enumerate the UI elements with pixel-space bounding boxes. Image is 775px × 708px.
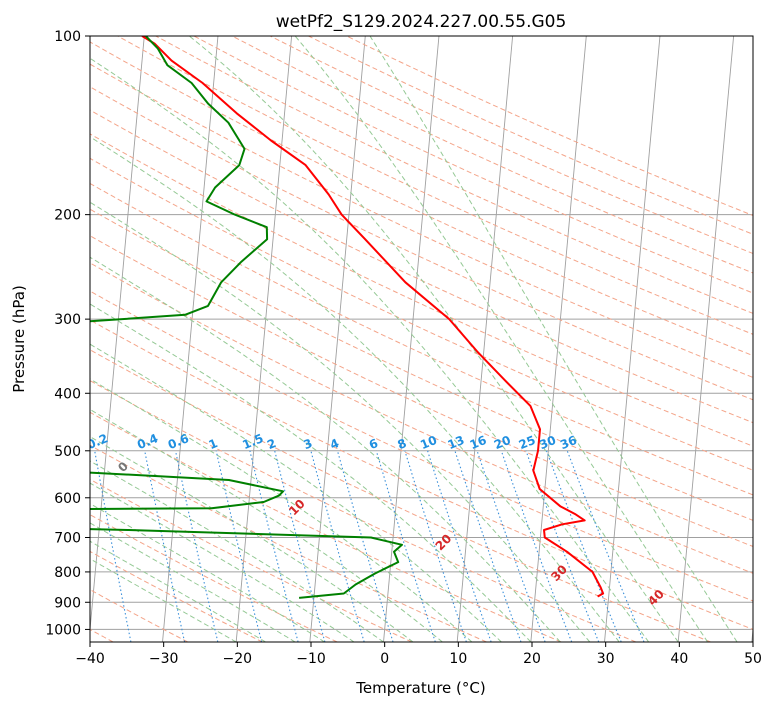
x-tick-label: 0: [380, 651, 389, 667]
mixing-ratio-line: [427, 450, 492, 642]
moist-adiabat-line: [90, 201, 591, 642]
y-tick-label: 900: [54, 595, 81, 611]
y-tick-label: 200: [54, 208, 81, 224]
axis-ticks: −40 −30 −20 −10 0 10 20 30 40 50 100 200 300 400 500 60…: [45, 29, 762, 667]
moist-adiabat-line: [90, 522, 296, 642]
dry-adiabat-line: [90, 235, 753, 548]
dry-adiabat-line: [90, 411, 562, 642]
isotherm-line: [235, 36, 293, 642]
y-tick-label: 800: [54, 565, 81, 581]
mixing-ratio-line: [476, 450, 546, 642]
chart-title: wetPf2_S129.2024.227.00.55.G05: [276, 12, 567, 32]
dry-adiabat-line: [117, 36, 753, 335]
x-tick-label: −40: [75, 651, 105, 667]
mixing-ratio-line: [144, 450, 186, 642]
dry-adiabat-line: [90, 349, 711, 642]
mixing-ratio-line: [310, 450, 365, 642]
mixing-ratio-line: [94, 450, 132, 642]
mixing-ratio-label: 20: [492, 433, 513, 452]
dewpoint-profile: [90, 36, 403, 599]
dry-adiabat-line: [90, 63, 753, 379]
mixing-ratio-line: [174, 450, 219, 642]
x-tick-label: −10: [296, 651, 326, 667]
y-tick-label: 500: [54, 444, 81, 460]
mixing-ratio-line: [545, 450, 622, 642]
mixing-ratio-line: [525, 450, 600, 642]
moist-adiabat-line: [90, 408, 443, 642]
moist-adiabat-line: [90, 378, 473, 642]
moist-adiabat-line: [90, 435, 414, 642]
mixing-ratio-label: 36: [558, 433, 579, 452]
y-tick-label: 400: [54, 386, 81, 402]
dry-adiabat-line: [90, 589, 188, 642]
moist-adiabat-line: [90, 460, 384, 642]
mixing-ratio-line: [274, 450, 326, 642]
temperature-profile: [141, 36, 605, 598]
isotherm-line: [162, 36, 219, 642]
dry-adiabat-line: [90, 550, 263, 642]
moist-adiabat-line: [294, 36, 709, 642]
plot-frame: [89, 35, 754, 643]
isotherm-line: [309, 36, 366, 642]
isotherm-line: [90, 36, 145, 635]
y-tick-label: 700: [54, 531, 81, 547]
dry-adiabat-line: [90, 262, 753, 574]
sounding-profiles: [90, 36, 605, 599]
mixing-ratio-line: [375, 450, 436, 642]
moist-adiabat-line: [90, 256, 561, 642]
moist-adiabat-line: [90, 482, 355, 642]
moist-adiabat-line: [90, 503, 325, 642]
y-tick-label: 100: [54, 29, 81, 45]
mixing-ratio-line: [566, 450, 645, 642]
dry-adiabat-line: [90, 41, 753, 357]
moist-adiabat-line: [90, 136, 620, 642]
moist-adiabats: [90, 36, 738, 642]
x-tick-label: 10: [449, 651, 467, 667]
isotherm-line: [383, 36, 440, 642]
moist-adiabat-line: [90, 540, 266, 642]
y-tick-label: 1000: [45, 622, 81, 638]
x-tick-label: −20: [223, 651, 253, 667]
y-axis-label: Pressure (hPa): [10, 285, 28, 393]
mixing-ratio-line: [404, 450, 467, 642]
x-tick-label: 40: [670, 651, 688, 667]
x-tick-label: 50: [744, 651, 762, 667]
mixing-ratio-line: [336, 450, 394, 642]
moist-adiabat-line: [90, 343, 502, 642]
dry-adiabat-line: [90, 86, 753, 401]
moist-adiabat-line: [188, 36, 679, 642]
y-tick-label: 300: [54, 312, 81, 328]
dry-adiabat-line: [90, 380, 637, 642]
y-tick-label: 600: [54, 491, 81, 507]
mixing-ratio-line: [215, 450, 263, 642]
mixing-ratio-line: [500, 450, 573, 642]
pressure-gridlines: [90, 36, 753, 630]
isotherm-line: [677, 36, 735, 642]
dry-adiabat-line: [90, 133, 753, 447]
mixing-ratio-label: 25: [517, 433, 538, 452]
mixing-ratio-line: [454, 450, 522, 642]
isotherms: [90, 36, 753, 642]
mixing-ratio-label: 30: [537, 433, 558, 452]
mixing-ratio-line: [249, 450, 299, 642]
plot-area: 0.10.20.40.611.52346810131620253036-100-…: [90, 36, 753, 642]
moist-adiabat-line: [369, 36, 738, 642]
dry-adiabat-line: [90, 290, 753, 602]
isotherm-line: [604, 36, 661, 642]
x-axis-label: Temperature (°C): [355, 679, 485, 697]
x-tick-label: 20: [523, 651, 541, 667]
x-tick-label: 30: [597, 651, 615, 667]
dry-adiabat-line: [90, 444, 487, 642]
mixing-ratio-label: 16: [468, 433, 489, 452]
moist-adiabat-line: [90, 57, 650, 642]
moist-adiabat-line: [90, 303, 532, 642]
isotherm-line: [530, 36, 587, 642]
mixing-ratio-label: 10: [418, 433, 439, 452]
x-tick-label: −30: [149, 651, 179, 667]
mixing-ratio-label: 13: [446, 433, 467, 452]
mixing-ratio-lines: [94, 450, 645, 642]
dry-adiabat-line: [90, 319, 753, 630]
